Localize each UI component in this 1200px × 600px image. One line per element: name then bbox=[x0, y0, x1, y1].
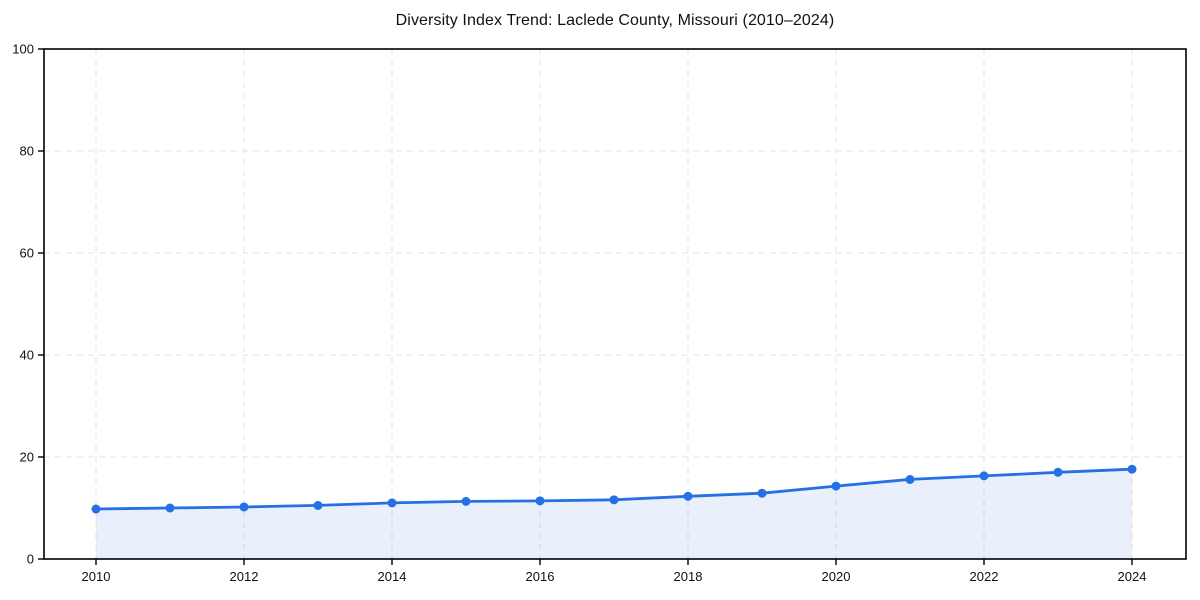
y-tick-label: 100 bbox=[12, 42, 34, 57]
x-tick-label: 2024 bbox=[1118, 569, 1147, 584]
x-tick-label: 2022 bbox=[970, 569, 999, 584]
data-point-2014 bbox=[387, 498, 397, 508]
y-tick-label: 20 bbox=[20, 450, 34, 465]
data-point-2018 bbox=[683, 491, 693, 501]
x-tick-label: 2016 bbox=[526, 569, 555, 584]
data-points bbox=[91, 464, 1137, 514]
data-point-2022 bbox=[979, 471, 989, 481]
data-point-2023 bbox=[1053, 467, 1063, 477]
y-tick-label: 40 bbox=[20, 348, 34, 363]
chart-title: Diversity Index Trend: Laclede County, M… bbox=[395, 12, 835, 29]
data-point-2015 bbox=[461, 496, 471, 506]
area-fill bbox=[96, 469, 1132, 559]
data-point-2017 bbox=[609, 495, 619, 505]
data-point-2021 bbox=[905, 474, 915, 484]
data-point-2012 bbox=[239, 502, 249, 512]
plot-border bbox=[43, 48, 1187, 560]
y-tick-label: 0 bbox=[27, 552, 34, 567]
y-tick-label: 80 bbox=[20, 144, 34, 159]
data-point-2019 bbox=[757, 488, 767, 498]
y-tick-label: 60 bbox=[20, 246, 34, 261]
x-tick-label: 2014 bbox=[378, 569, 407, 584]
data-point-2024 bbox=[1127, 464, 1137, 474]
data-point-2016 bbox=[535, 496, 545, 506]
data-point-2011 bbox=[165, 503, 175, 513]
axes: 0 20 40 60 80 100 2010 2012 2014 2016 2018 2020 2022… bbox=[12, 42, 1146, 585]
x-tick-label: 2020 bbox=[822, 569, 851, 584]
x-tick-label: 2010 bbox=[82, 569, 111, 584]
data-point-2013 bbox=[313, 500, 323, 510]
data-point-2020 bbox=[831, 481, 841, 491]
x-tick-label: 2012 bbox=[230, 569, 259, 584]
data-point-2010 bbox=[91, 504, 101, 514]
x-tick-label: 2018 bbox=[674, 569, 703, 584]
